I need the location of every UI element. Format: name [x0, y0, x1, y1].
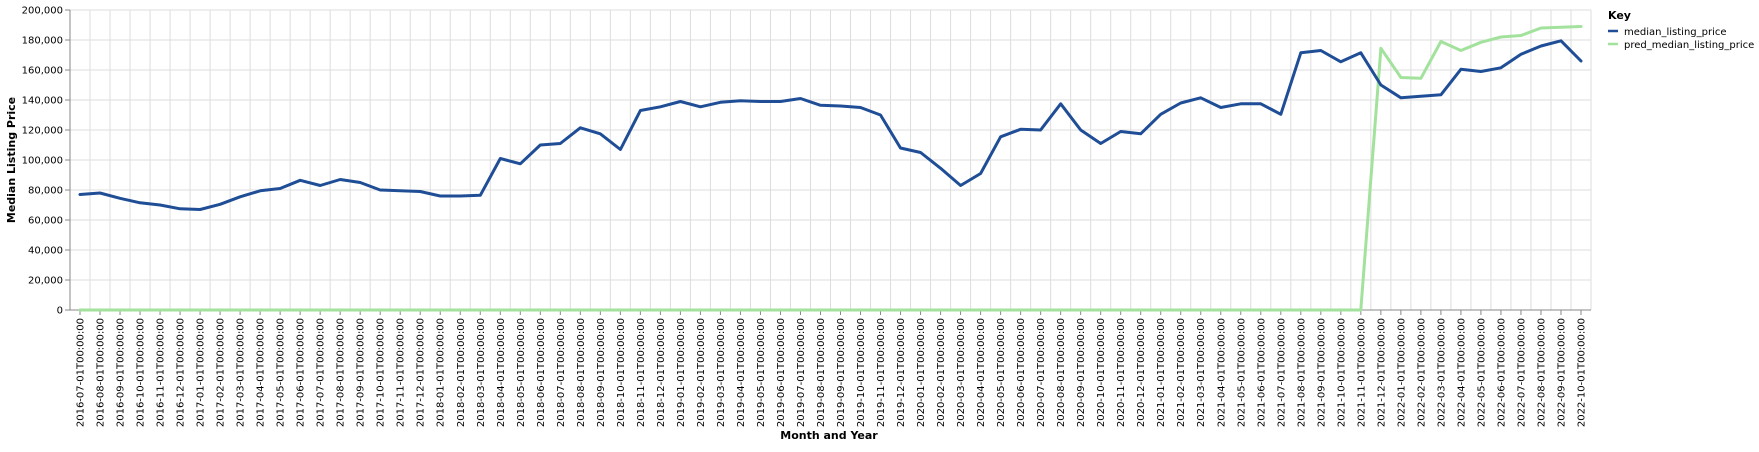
x-tick-label: 2016-09-01T00:00:00: [116, 318, 127, 427]
x-tick-label: 2017-05-01T00:00:00: [276, 318, 287, 427]
x-tick-label: 2020-09-01T00:00:00: [1076, 318, 1087, 427]
x-tick-label: 2017-03-01T00:00:00: [236, 318, 247, 427]
x-tick-label: 2018-03-01T00:00:00: [476, 318, 487, 427]
series-lines: [78, 25, 1583, 312]
x-tick-label: 2022-08-01T00:00:00: [1536, 318, 1547, 427]
x-tick-label: 2018-10-01T00:00:00: [616, 318, 627, 427]
x-tick-label: 2019-11-01T00:00:00: [876, 318, 887, 427]
x-tick-label: 2016-08-01T00:00:00: [96, 318, 107, 427]
x-tick-label: 2022-01-01T00:00:00: [1396, 318, 1407, 427]
x-tick-label: 2022-03-01T00:00:00: [1436, 318, 1447, 427]
x-tick-label: 2019-12-01T00:00:00: [896, 318, 907, 427]
x-tick-label: 2019-05-01T00:00:00: [756, 318, 767, 427]
x-tick-label: 2017-09-01T00:00:00: [356, 318, 367, 427]
x-tick-label: 2016-12-01T00:00:00: [176, 318, 187, 427]
x-tick-label: 2019-01-01T00:00:00: [676, 318, 687, 427]
x-tick-label: 2021-07-01T00:00:00: [1276, 318, 1287, 427]
x-tick-label: 2017-07-01T00:00:00: [316, 318, 327, 427]
series-line-median-listing-price: [78, 39, 1583, 211]
x-tick-label: 2018-06-01T00:00:00: [536, 318, 547, 427]
y-axis-title: Median Listing Price: [5, 97, 18, 223]
x-tick-label: 2019-03-01T00:00:00: [716, 318, 727, 427]
x-tick-label: 2020-01-01T00:00:00: [916, 318, 927, 427]
x-tick-label: 2018-01-01T00:00:00: [436, 318, 447, 427]
x-tick-label: 2021-08-01T00:00:00: [1296, 318, 1307, 427]
y-tick-label: 40,000: [28, 246, 63, 257]
y-tick-label: 200,000: [22, 6, 63, 17]
x-tick-label: 2017-10-01T00:00:00: [376, 318, 387, 427]
x-tick-label: 2018-12-01T00:00:00: [656, 318, 667, 427]
x-tick-label: 2017-12-01T00:00:00: [416, 318, 427, 427]
x-tick-label: 2022-04-01T00:00:00: [1456, 318, 1467, 427]
x-tick-label: 2021-03-01T00:00:00: [1196, 318, 1207, 427]
y-tick-label: 0: [57, 306, 63, 317]
legend-label-pred-median-listing-price: pred_median_listing_price: [1624, 40, 1754, 51]
y-tick-label: 140,000: [22, 96, 63, 107]
x-tick-label: 2016-10-01T00:00:00: [136, 318, 147, 427]
x-tick-label: 2017-04-01T00:00:00: [256, 318, 267, 427]
x-tick-label: 2020-06-01T00:00:00: [1016, 318, 1027, 427]
x-tick-label: 2018-11-01T00:00:00: [636, 318, 647, 427]
x-tick-label: 2019-10-01T00:00:00: [856, 318, 867, 427]
y-tick-label: 80,000: [28, 186, 63, 197]
x-tick-label: 2020-12-01T00:00:00: [1136, 318, 1147, 427]
x-tick-label: 2022-10-01T00:00:00: [1576, 318, 1587, 427]
x-tick-label: 2017-08-01T00:00:00: [336, 318, 347, 427]
series-line-pred-median-listing-price: [78, 25, 1583, 312]
x-tick-label: 2018-07-01T00:00:00: [556, 318, 567, 427]
legend-title: Key: [1608, 9, 1631, 22]
x-tick-label: 2021-12-01T00:00:00: [1376, 318, 1387, 427]
x-tick-label: 2020-02-01T00:00:00: [936, 318, 947, 427]
x-tick-label: 2021-04-01T00:00:00: [1216, 318, 1227, 427]
x-tick-label: 2022-05-01T00:00:00: [1476, 318, 1487, 427]
x-axis-title: Month and Year: [780, 429, 878, 442]
x-tick-label: 2019-06-01T00:00:00: [776, 318, 787, 427]
x-tick-label: 2017-02-01T00:00:00: [216, 318, 227, 427]
y-tick-label: 160,000: [22, 66, 63, 77]
x-tick-label: 2022-07-01T00:00:00: [1516, 318, 1527, 427]
x-tick-label: 2022-06-01T00:00:00: [1496, 318, 1507, 427]
x-tick-label: 2021-06-01T00:00:00: [1256, 318, 1267, 427]
y-tick-label: 100,000: [22, 156, 63, 167]
x-tick-label: 2019-04-01T00:00:00: [736, 318, 747, 427]
x-tick-label: 2020-03-01T00:00:00: [956, 318, 967, 427]
x-tick-label: 2017-11-01T00:00:00: [396, 318, 407, 427]
x-tick-label: 2018-08-01T00:00:00: [576, 318, 587, 427]
x-tick-label: 2016-11-01T00:00:00: [156, 318, 167, 427]
x-tick-label: 2020-08-01T00:00:00: [1056, 318, 1067, 427]
x-tick-label: 2019-08-01T00:00:00: [816, 318, 827, 427]
x-tick-label: 2019-07-01T00:00:00: [796, 318, 807, 427]
x-tick-label: 2019-09-01T00:00:00: [836, 318, 847, 427]
x-tick-label: 2018-04-01T00:00:00: [496, 318, 507, 427]
x-tick-label: 2022-02-01T00:00:00: [1416, 318, 1427, 427]
x-tick-label: 2021-09-01T00:00:00: [1316, 318, 1327, 427]
y-tick-label: 20,000: [28, 276, 63, 287]
y-tick-label: 120,000: [22, 126, 63, 137]
x-tick-label: 2018-09-01T00:00:00: [596, 318, 607, 427]
x-tick-label: 2018-02-01T00:00:00: [456, 318, 467, 427]
x-tick-label: 2021-02-01T00:00:00: [1176, 318, 1187, 427]
x-tick-label: 2021-01-01T00:00:00: [1156, 318, 1167, 427]
x-tick-label: 2020-04-01T00:00:00: [976, 318, 987, 427]
x-tick-label: 2022-09-01T00:00:00: [1556, 318, 1567, 427]
x-tick-label: 2016-07-01T00:00:00: [76, 318, 87, 427]
x-tick-label: 2017-06-01T00:00:00: [296, 318, 307, 427]
x-tick-label: 2021-05-01T00:00:00: [1236, 318, 1247, 427]
x-tick-label: 2021-11-01T00:00:00: [1356, 318, 1367, 427]
x-tick-label: 2020-07-01T00:00:00: [1036, 318, 1047, 427]
x-tick-label: 2020-11-01T00:00:00: [1116, 318, 1127, 427]
x-tick-label: 2021-10-01T00:00:00: [1336, 318, 1347, 427]
x-tick-label: 2017-01-01T00:00:00: [196, 318, 207, 427]
legend: Key median_listing_price pred_median_lis…: [1608, 9, 1754, 51]
y-tick-label: 60,000: [28, 216, 63, 227]
axes: 0 20,000 40,000 60,000 80,000 100,000 120,000 1…: [22, 6, 1591, 427]
x-tick-label: 2018-05-01T00:00:00: [516, 318, 527, 427]
x-tick-label: 2020-10-01T00:00:00: [1096, 318, 1107, 427]
y-tick-label: 180,000: [22, 36, 63, 47]
x-tick-label: 2019-02-01T00:00:00: [696, 318, 707, 427]
x-tick-label: 2020-05-01T00:00:00: [996, 318, 1007, 427]
legend-label-median-listing-price: median_listing_price: [1624, 27, 1727, 38]
